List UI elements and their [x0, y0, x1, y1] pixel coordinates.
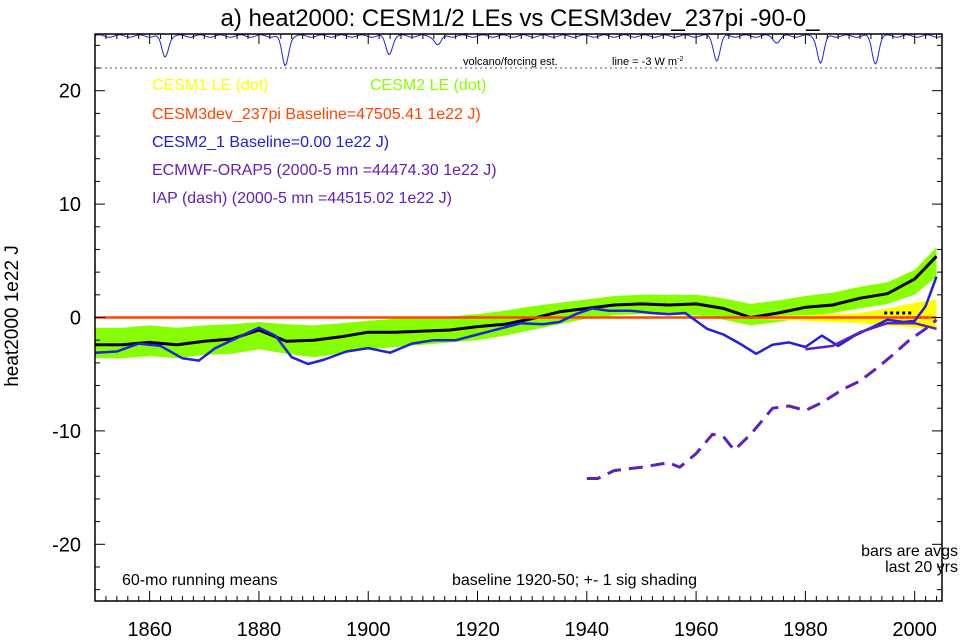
legend: CESM1 LE (dot) CESM2 LE (dot) CESM3dev_2… — [152, 77, 497, 207]
x-tick-label: 1960 — [674, 619, 719, 641]
chart-title: a) heat2000: CESM1/2 LEs vs CESM3dev_237… — [220, 5, 820, 32]
uncertainty-bands — [95, 247, 937, 359]
baseline-note: baseline 1920-50; +- 1 sig shading — [452, 572, 697, 589]
y-tick-label: 10 — [59, 194, 81, 216]
legend-entry-iap: IAP (dash) (2000-5 mn =44515.02 1e22 J) — [152, 190, 452, 207]
x-tick-label: 1880 — [237, 619, 282, 641]
bars-note-line1: bars are avgs — [861, 543, 958, 560]
series-lines — [94, 255, 938, 480]
forcing-line-label: line = -3 W m-2 — [612, 56, 683, 68]
y-tick-label: 0 — [70, 308, 81, 330]
running-means-note: 60-mo running means — [122, 572, 278, 589]
x-tick-label: 1900 — [346, 619, 391, 641]
y-tick-label: -10 — [52, 421, 81, 443]
x-tick-label: 1980 — [783, 619, 828, 641]
forcing-line-label-sup: -2 — [677, 56, 683, 63]
x-tick-label: 1860 — [127, 619, 172, 641]
series-line-ecmwf-orap5 — [805, 321, 937, 351]
x-tick-label: 1940 — [565, 619, 610, 641]
bars-note-line2: last 20 yrs — [885, 559, 958, 576]
volcano-label: volcano/forcing est. — [463, 56, 558, 68]
y-axis-ticks: -20 -10 0 10 20 — [52, 44, 942, 591]
series-line-iap — [586, 318, 938, 480]
volcano-forcing-curve — [94, 34, 943, 67]
series-line-cesm2-1 — [94, 276, 938, 366]
legend-entry-cesm2-1: CESM2_1 Baseline=0.00 1e22 J) — [152, 134, 389, 151]
x-tick-label: 2000 — [892, 619, 937, 641]
cesm2-le-band — [95, 247, 937, 359]
legend-entry-orap5: ECMWF-ORAP5 (2000-5 mn =44474.30 1e22 J) — [152, 162, 497, 179]
cesm1-le-band — [477, 299, 937, 329]
x-tick-label: 1920 — [455, 619, 500, 641]
legend-entry-cesm2: CESM2 LE (dot) — [370, 77, 486, 94]
y-axis-label: heat2000 1e22 J — [2, 245, 23, 387]
y-tick-label: -20 — [52, 534, 81, 556]
x-axis-ticks: 1860 1880 1900 1920 1940 1960 1980 2000 — [94, 34, 938, 641]
y-tick-label: 20 — [59, 81, 81, 103]
legend-entry-cesm3dev: CESM3dev_237pi Baseline=47505.41 1e22 J) — [152, 106, 481, 123]
forcing-line-label-text: line = -3 W m — [612, 56, 677, 68]
volcano-forcing-panel — [94, 34, 943, 69]
legend-entry-cesm1: CESM1 LE (dot) — [152, 77, 268, 94]
